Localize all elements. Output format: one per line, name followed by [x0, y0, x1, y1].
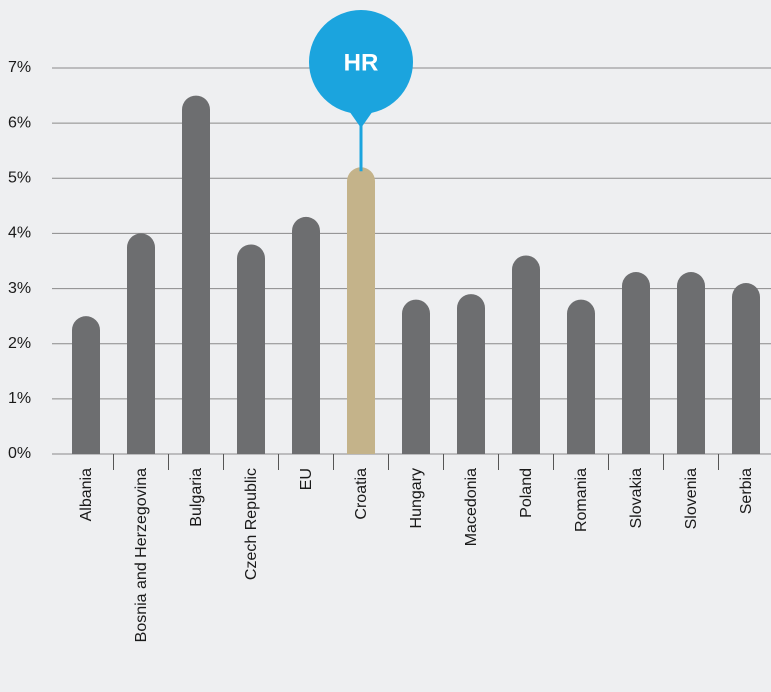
- bar: [457, 294, 485, 454]
- y-tick-label: 0%: [8, 445, 31, 462]
- x-tick-label: Serbia: [738, 468, 755, 514]
- annotation-bubble: [309, 10, 413, 114]
- x-tick-label: Hungary: [408, 468, 425, 528]
- x-tick-label: Macedonia: [463, 468, 480, 546]
- x-tick-label: EU: [298, 468, 315, 490]
- bar: [622, 272, 650, 454]
- x-tick-label: Croatia: [353, 468, 370, 520]
- x-tick-label: Slovenia: [683, 468, 700, 529]
- y-tick-label: 1%: [8, 390, 31, 407]
- bar: [72, 316, 100, 454]
- x-tick-label: Romania: [573, 468, 590, 532]
- y-tick-label: 7%: [8, 59, 31, 76]
- bar: [732, 283, 760, 454]
- bar: [292, 216, 320, 454]
- bar: [677, 272, 705, 454]
- bar: [402, 299, 430, 454]
- y-tick-label: 6%: [8, 114, 31, 131]
- y-tick-label: 2%: [8, 335, 31, 352]
- x-tick-label: Albania: [78, 468, 95, 521]
- y-tick-label: 4%: [8, 225, 31, 242]
- y-tick-label: 5%: [8, 170, 31, 187]
- bar: [127, 233, 155, 454]
- annotation-text: HR: [344, 49, 379, 76]
- bar: [512, 255, 540, 454]
- x-tick-label: Poland: [518, 468, 535, 518]
- bar: [237, 244, 265, 454]
- y-tick-label: 3%: [8, 280, 31, 297]
- x-tick-label: Bosnia and Herzegovina: [133, 468, 150, 642]
- bar: [347, 167, 375, 455]
- x-tick-label: Bulgaria: [188, 468, 205, 527]
- bar: [567, 299, 595, 454]
- x-tick-label: Slovakia: [628, 468, 645, 529]
- bar: [182, 95, 210, 454]
- x-tick-label: Czech Republic: [243, 468, 260, 580]
